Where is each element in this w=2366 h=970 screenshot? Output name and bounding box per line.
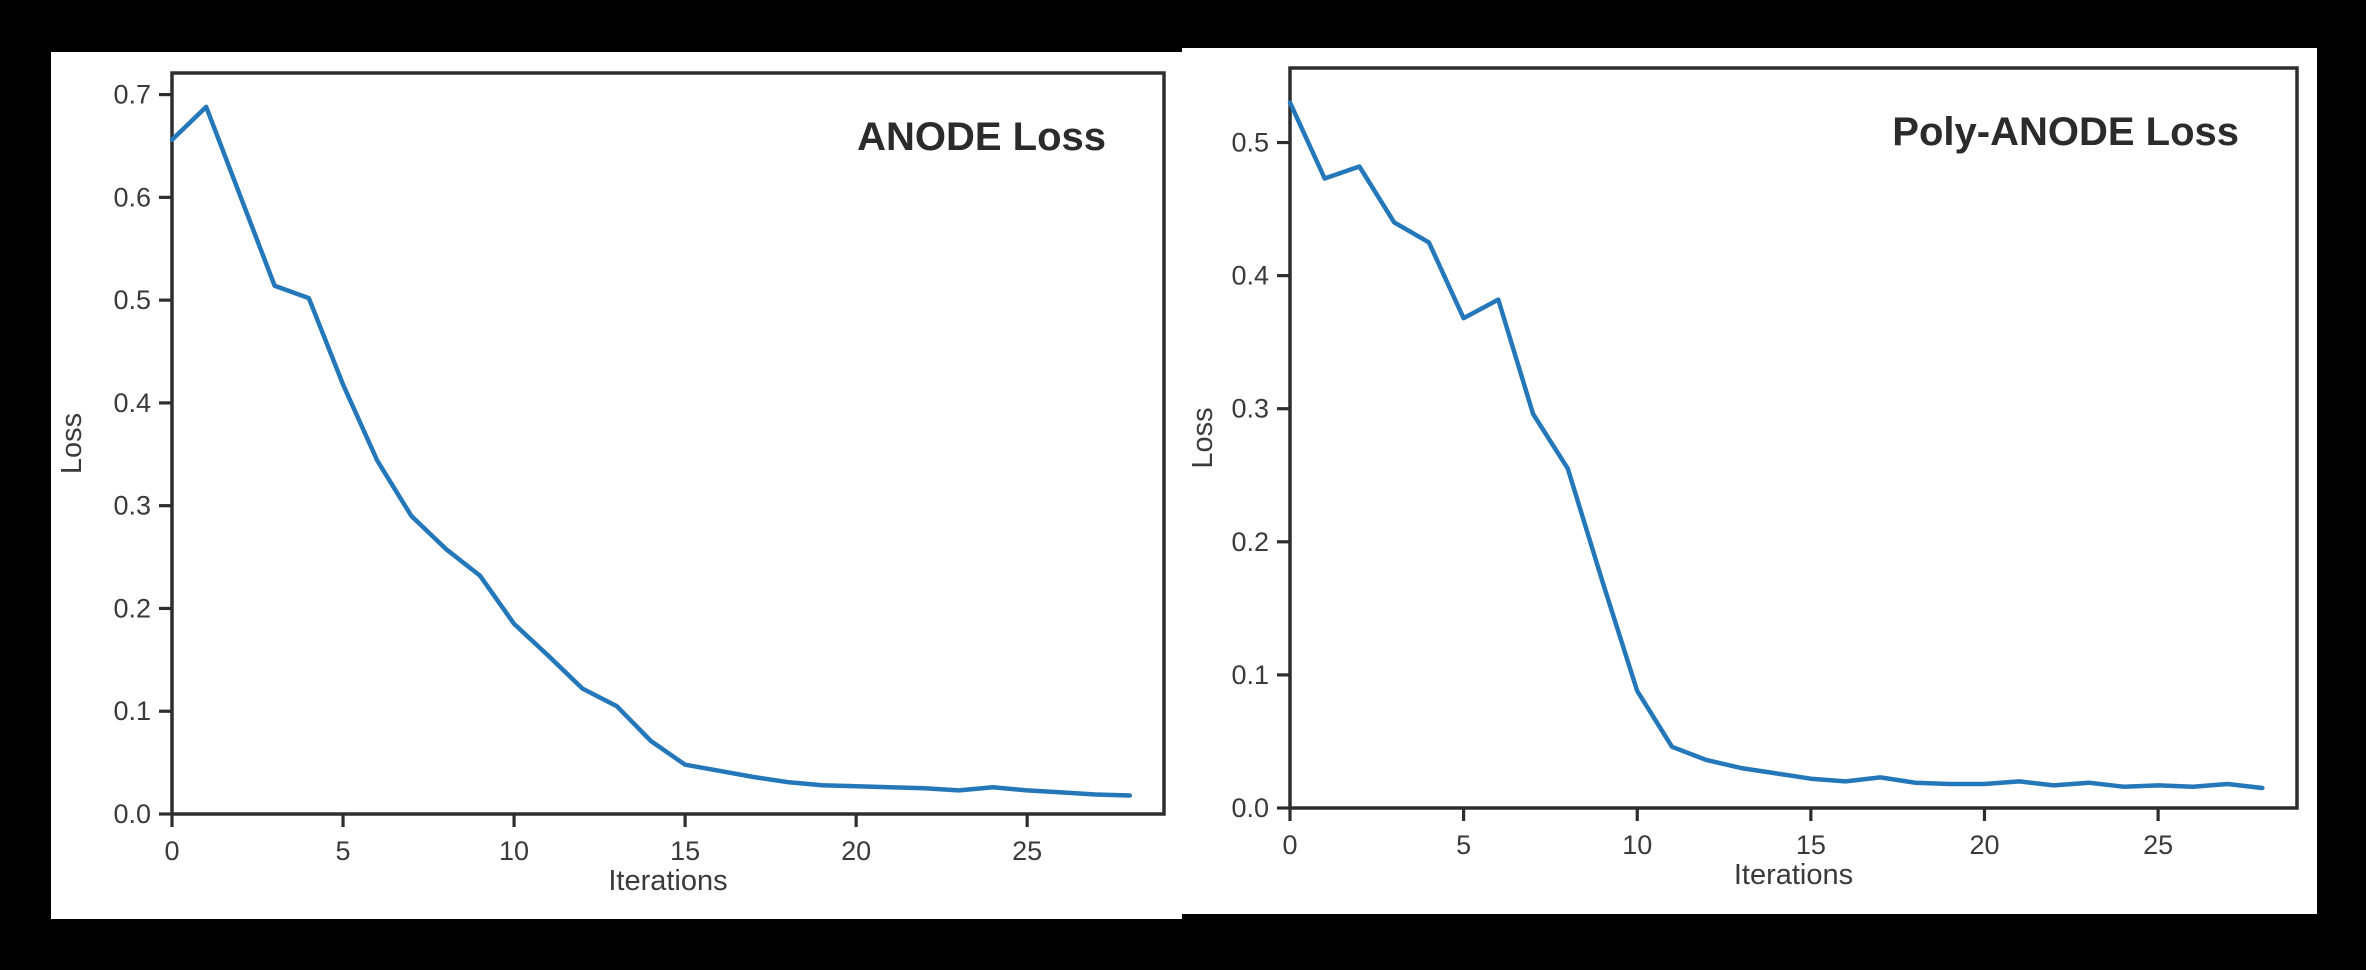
anode-training-loss-line: [169, 104, 1133, 798]
y-axis-label: Loss: [56, 413, 88, 474]
x-tick-label: 10: [499, 836, 529, 866]
y-tick-label: 0.2: [113, 593, 151, 623]
y-tick-label: 0.5: [1231, 128, 1269, 158]
x-tick-label: 15: [670, 836, 700, 866]
poly-anode-chart-panel: 0.0 0.1 0.2 0.3 0.4 0.5 0 5 10 15 20 25 Iterations Lo…: [1182, 48, 2317, 914]
x-tick-label: 15: [1796, 830, 1826, 860]
anode-chart-panel: 0.0 0.1 0.2 0.3 0.4 0.5 0.6 0.7 0 5 10 15 20 25 Iterat…: [51, 52, 1182, 919]
plot-border: [170, 71, 1166, 816]
y-tick-label: 0.3: [113, 491, 151, 521]
poly-anode-training-loss-line: [1287, 100, 2265, 791]
y-axis-label: Loss: [1187, 407, 1219, 468]
x-tick-label: 20: [1969, 830, 1999, 860]
y-tick-label: 0.6: [113, 182, 151, 212]
y-tick-label: 0.0: [1231, 793, 1269, 823]
poly-anode-loss-chart: 0.0 0.1 0.2 0.3 0.4 0.5 0 5 10 15 20 25 Iterations Lo…: [1187, 66, 2299, 891]
plot-border: [1288, 66, 2299, 810]
y-tick-label: 0.2: [1231, 527, 1269, 557]
x-tick-label: 10: [1622, 830, 1652, 860]
y-tick-label: 0.1: [113, 696, 151, 726]
x-tick-label: 5: [336, 836, 351, 866]
x-tick-label: 0: [164, 836, 179, 866]
y-tick-label: 0.3: [1231, 394, 1269, 424]
x-axis-label: Iterations: [1734, 859, 1853, 891]
x-tick-label: 5: [1456, 830, 1471, 860]
x-tick-label: 25: [2143, 830, 2173, 860]
y-tick-label: 0.4: [113, 388, 151, 418]
y-tick-label: 0.0: [113, 799, 151, 829]
x-axis-label: Iterations: [608, 865, 727, 897]
y-tick-label: 0.5: [113, 285, 151, 315]
chart-title: Poly-ANODE Loss: [1892, 110, 2239, 154]
anode-loss-chart: 0.0 0.1 0.2 0.3 0.4 0.5 0.6 0.7 0 5 10 15 20 25 Iterat…: [56, 71, 1166, 897]
y-tick-label: 0.7: [113, 80, 151, 110]
x-tick-label: 20: [841, 836, 871, 866]
y-tick-label: 0.1: [1231, 660, 1269, 690]
x-tick-label: 0: [1282, 830, 1297, 860]
y-tick-label: 0.4: [1231, 261, 1269, 291]
x-tick-label: 25: [1012, 836, 1042, 866]
chart-title: ANODE Loss: [857, 115, 1106, 159]
